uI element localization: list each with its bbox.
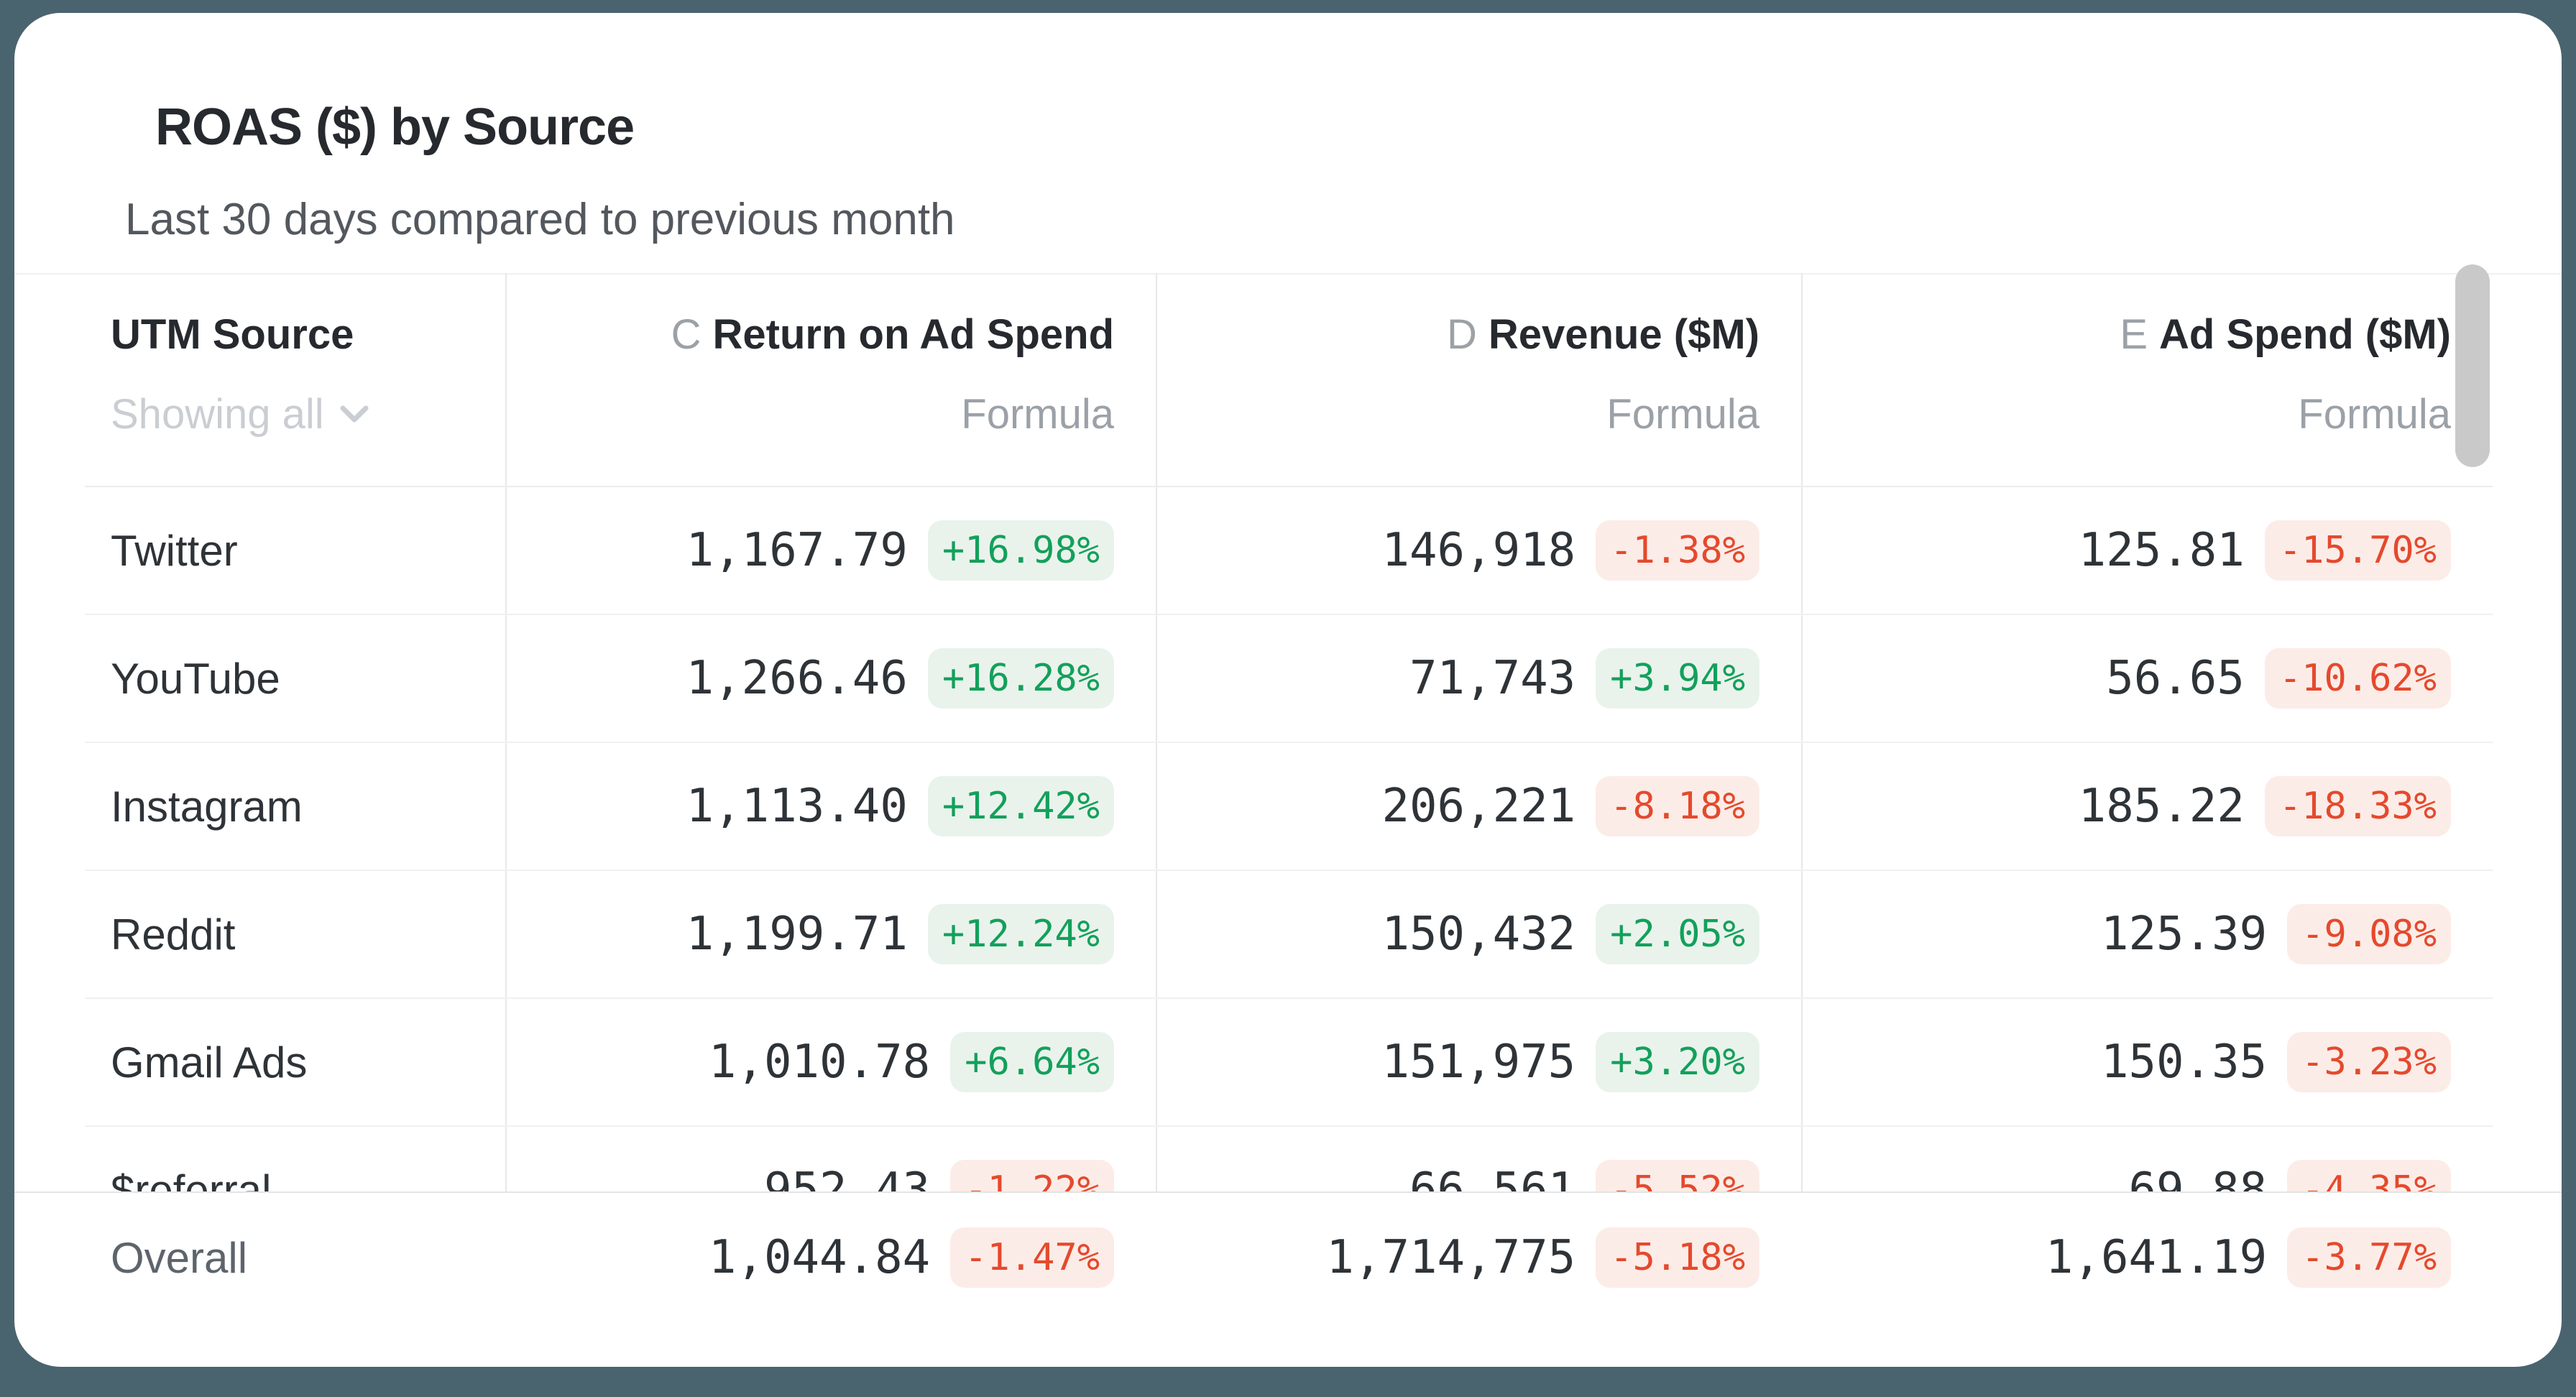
delta-badge: -1.38% [1596, 520, 1760, 581]
overall-revenue-value: 1,714,775 [1326, 1231, 1576, 1284]
table-header: UTM Source Showing all C Return on Ad Spe… [85, 273, 2493, 487]
row-label: Reddit [111, 910, 236, 959]
row-label: Instagram [111, 782, 303, 831]
column-letter-e: E [2120, 311, 2148, 358]
revenue-value: 66,561 [1409, 1163, 1576, 1191]
revenue-value: 151,975 [1381, 1036, 1576, 1089]
revenue-value: 150,432 [1381, 908, 1576, 961]
column-letter-d: D [1447, 311, 1477, 358]
delta-badge: +12.42% [927, 776, 1114, 836]
card-subtitle: Last 30 days compared to previous month [125, 195, 955, 244]
revenue-value: 146,918 [1381, 524, 1576, 577]
table-row-gmail-ads: Gmail Ads 1,010.78 +6.64% 151,975 +3.20% 1… [85, 999, 2493, 1127]
chevron-down-icon [340, 405, 369, 422]
table-row-instagram: Instagram 1,113.40 +12.42% 206,221 -8.18% … [85, 743, 2493, 871]
adspend-value: 125.39 [2100, 908, 2268, 961]
table-row-youtube: YouTube 1,266.46 +16.28% 71,743 +3.94% 56.… [85, 615, 2493, 743]
overall-label: Overall [111, 1233, 248, 1282]
showing-all-dropdown[interactable]: Showing all [111, 390, 369, 438]
roas-value: 952.43 [763, 1163, 931, 1191]
revenue-value: 206,221 [1381, 780, 1576, 833]
delta-badge: -8.18% [1596, 776, 1760, 836]
roas-value: 1,167.79 [686, 524, 908, 577]
table-body[interactable]: Twitter 1,167.79 +16.98% 146,918 -1.38% 12… [85, 487, 2493, 1191]
column-label-roas: Return on Ad Spend [712, 311, 1114, 358]
column-header-utm-source: UTM Source Showing all [85, 273, 505, 438]
showing-all-label: Showing all [111, 391, 324, 438]
roas-value: 1,010.78 [708, 1036, 931, 1089]
adspend-value: 69.88 [2128, 1163, 2268, 1191]
adspend-value: 185.22 [2078, 780, 2245, 833]
delta-badge: -5.52% [1596, 1160, 1760, 1191]
roas-value: 1,199.71 [686, 908, 908, 961]
delta-badge: -15.70% [2264, 520, 2451, 581]
row-label: Twitter [111, 526, 238, 575]
delta-badge: -10.62% [2264, 648, 2451, 709]
column-label-adspend: Ad Spend ($M) [2159, 311, 2451, 358]
column-header-adspend: E Ad Spend ($M) Formula [1801, 273, 2493, 438]
adspend-value: 125.81 [2078, 524, 2245, 577]
overall-roas-value: 1,044.84 [708, 1231, 931, 1284]
delta-badge: +12.24% [927, 904, 1114, 964]
adspend-value: 56.65 [2106, 652, 2245, 705]
delta-badge: +16.28% [927, 648, 1114, 709]
delta-badge: +3.20% [1596, 1032, 1760, 1092]
table-footer-overall: Overall 1,044.84 -1.47% 1,714,775 -5.18% 1… [14, 1191, 2562, 1322]
delta-badge: -1.47% [950, 1227, 1114, 1288]
formula-label-adspend: Formula [2298, 391, 2451, 438]
roas-value: 1,113.40 [686, 780, 908, 833]
delta-badge: +16.98% [927, 520, 1114, 581]
delta-badge: -9.08% [2287, 904, 2451, 964]
vertical-scrollbar-thumb[interactable] [2455, 264, 2490, 467]
delta-badge: -3.23% [2287, 1032, 2451, 1092]
delta-badge: -18.33% [2264, 776, 2451, 836]
card-title: ROAS ($) by Source [155, 98, 635, 156]
delta-badge: +6.64% [950, 1032, 1114, 1092]
column-label-revenue: Revenue ($M) [1488, 311, 1760, 358]
table-top-border [14, 273, 2562, 275]
roas-value: 1,266.46 [686, 652, 908, 705]
adspend-value: 150.35 [2100, 1036, 2268, 1089]
table-row-reddit: Reddit 1,199.71 +12.24% 150,432 +2.05% 125… [85, 871, 2493, 999]
column-header-roas: C Return on Ad Spend Formula [505, 273, 1156, 438]
column-header-revenue: D Revenue ($M) Formula [1156, 273, 1801, 438]
table-row-twitter: Twitter 1,167.79 +16.98% 146,918 -1.38% 12… [85, 487, 2493, 615]
delta-badge: +3.94% [1596, 648, 1760, 709]
formula-label-revenue: Formula [1606, 391, 1760, 438]
formula-label-roas: Formula [961, 391, 1114, 438]
revenue-value: 71,743 [1409, 652, 1576, 705]
delta-badge: -5.18% [1596, 1227, 1760, 1288]
delta-badge: -3.77% [2287, 1227, 2451, 1288]
utm-source-label: UTM Source [111, 311, 354, 358]
roas-card: ROAS ($) by Source Last 30 days compared… [14, 13, 2562, 1367]
table-row-referral: $referral 952.43 -1.22% 66,561 -5.52% 69.8… [85, 1127, 2493, 1191]
row-label: YouTube [111, 654, 280, 703]
delta-badge: -1.22% [950, 1160, 1114, 1191]
overall-adspend-value: 1,641.19 [2045, 1231, 2268, 1284]
delta-badge: -4.35% [2287, 1160, 2451, 1191]
column-letter-c: C [671, 311, 702, 358]
delta-badge: +2.05% [1596, 904, 1760, 964]
row-label: $referral [111, 1166, 272, 1192]
row-label: Gmail Ads [111, 1038, 308, 1087]
